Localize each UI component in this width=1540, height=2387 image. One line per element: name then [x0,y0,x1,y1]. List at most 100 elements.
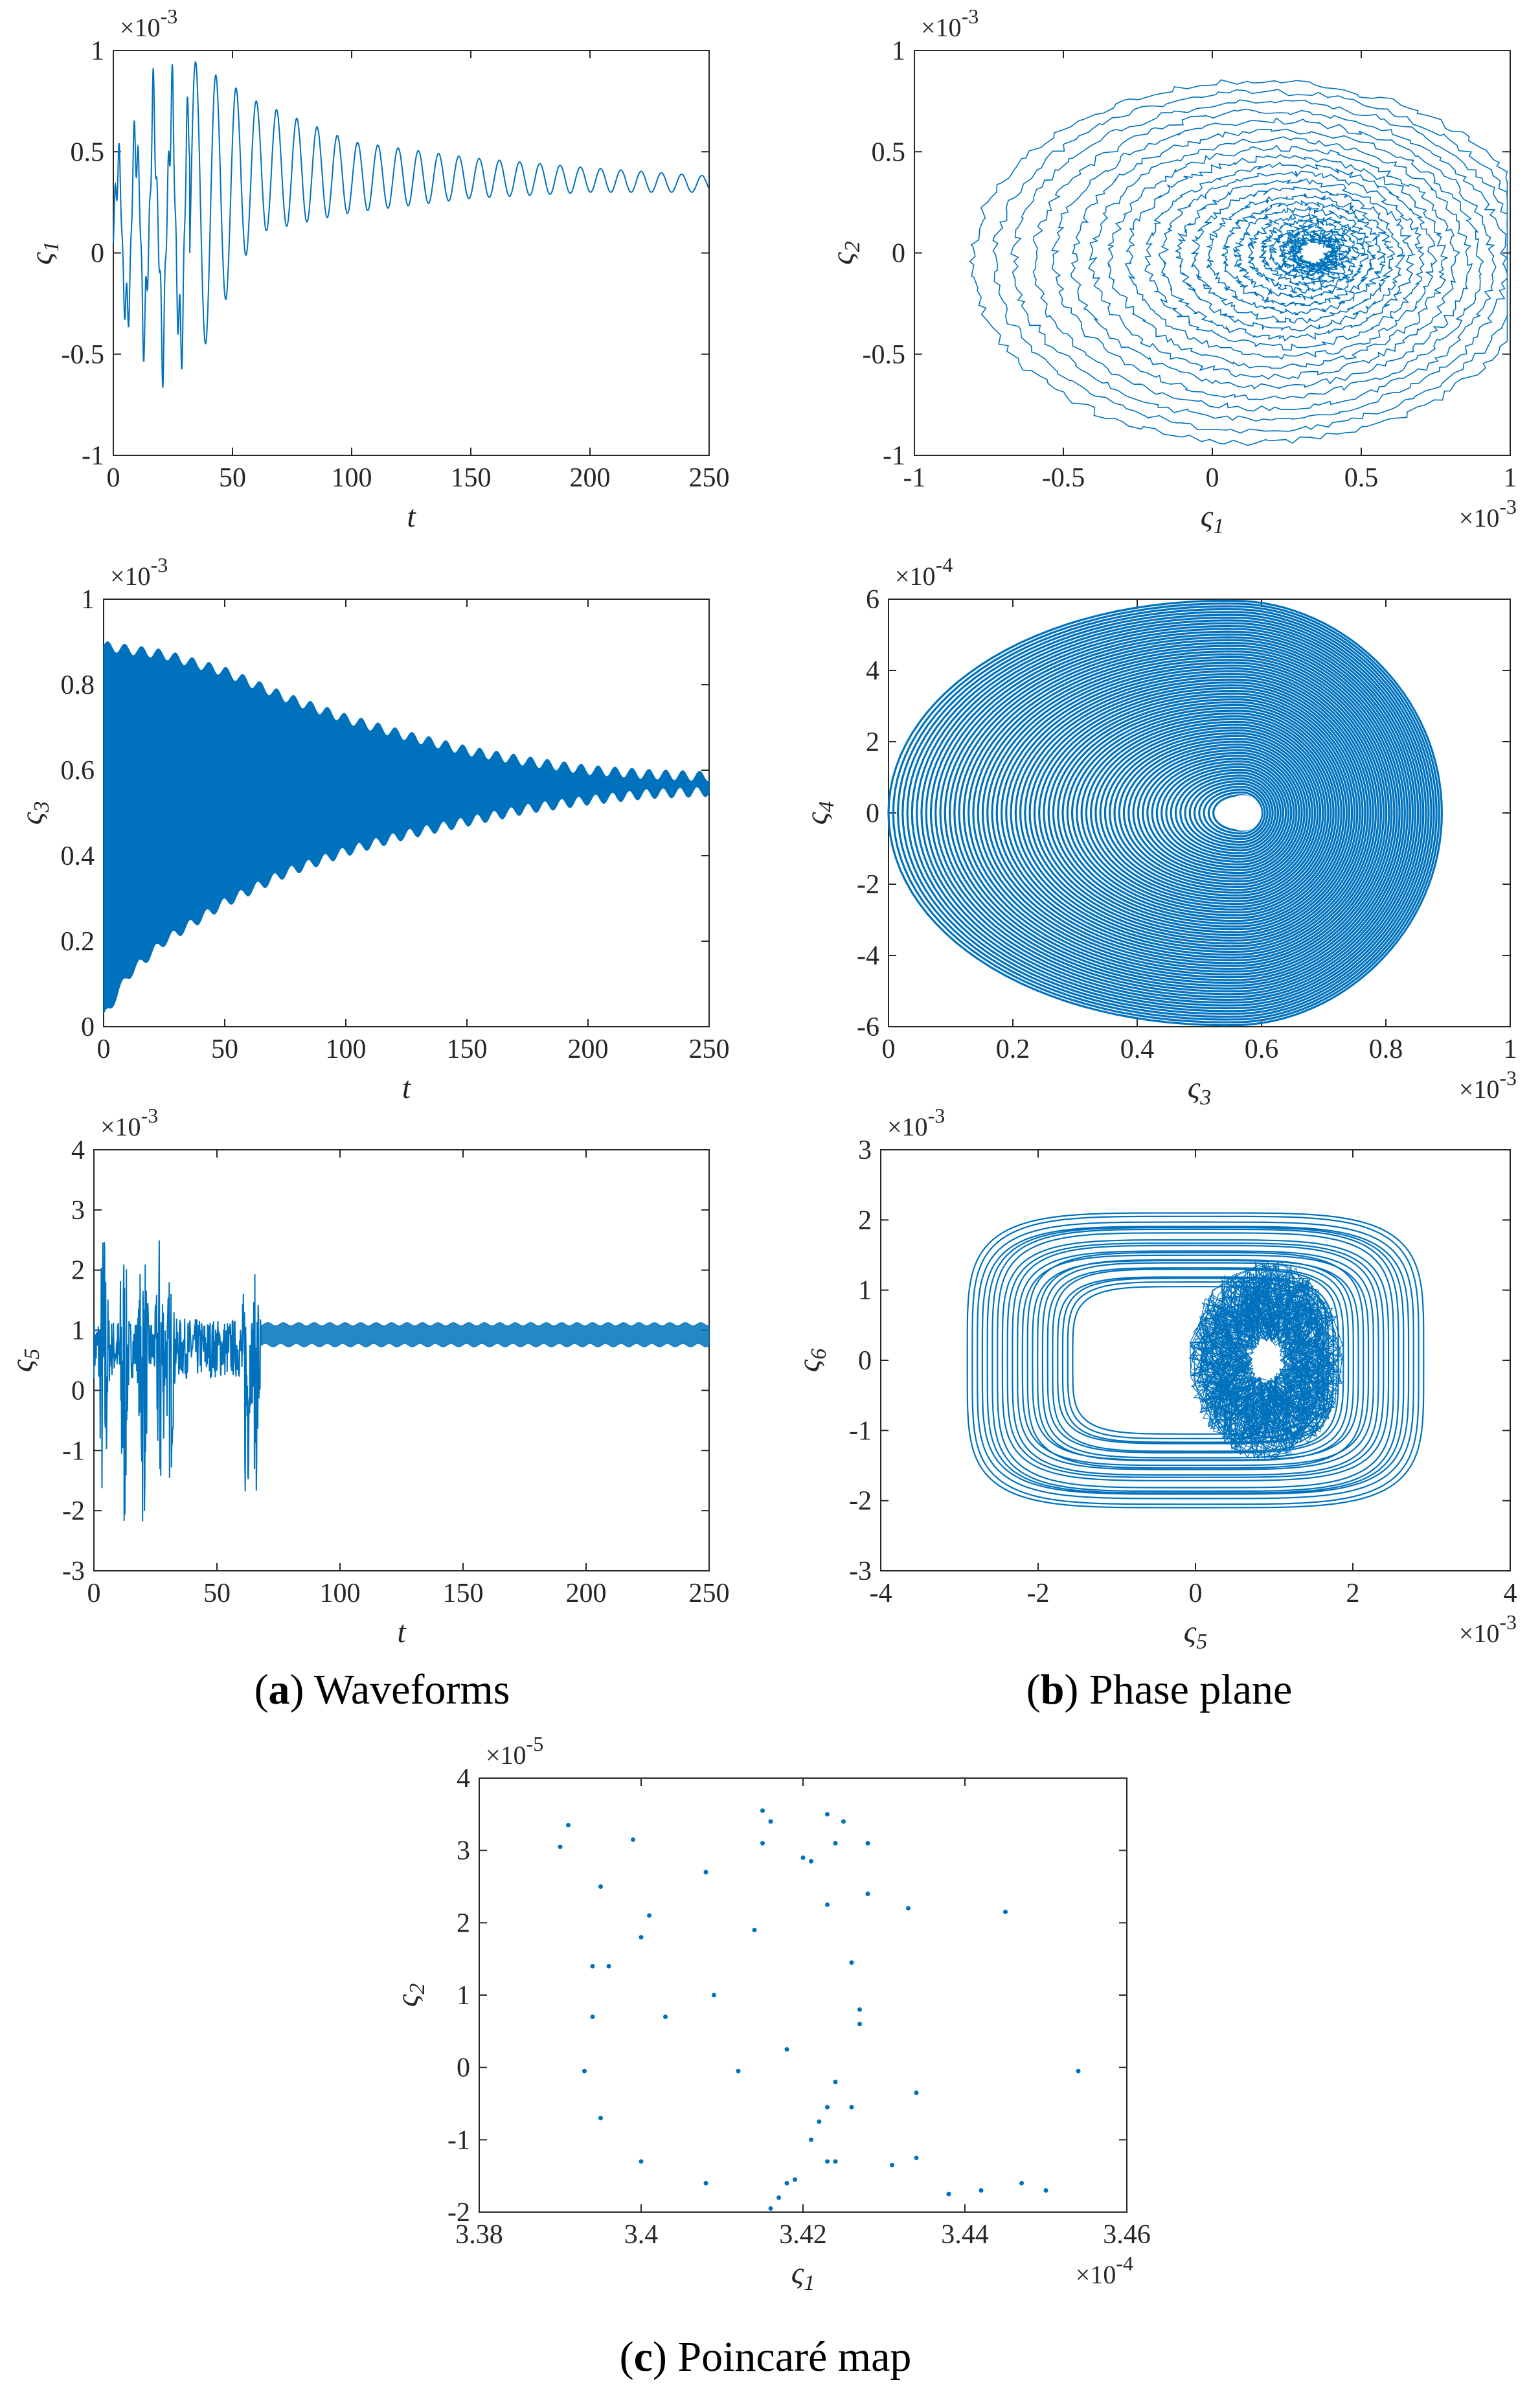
scatter-point [800,1855,806,1860]
x-axis-label: ς1 [791,2256,815,2295]
x-tick-label: 0.6 [1245,1034,1279,1064]
series-inner-tangle [1188,1260,1344,1461]
scatter-point [865,1891,870,1897]
y-tick-label: 2 [71,1256,85,1286]
y-tick-label: -1 [82,441,104,471]
scatter-point [914,2090,919,2096]
scatter-point [825,1812,830,1817]
scatter-point [598,1884,603,1889]
scatter-point [793,2177,797,2182]
x-tick-label: 3.42 [779,2220,827,2250]
x-exponent-label: ×10-3 [1459,1610,1517,1648]
x-tick-label: 0.5 [1344,463,1379,493]
x-tick-label: 50 [211,1034,238,1064]
y-tick-label: -6 [857,1012,879,1042]
y-tick-label: -2 [447,2198,470,2228]
scatter-point [703,1869,708,1875]
scatter-point [809,2137,813,2142]
scatter-point [1019,2180,1024,2186]
y-tick-label: 6 [866,585,879,615]
x-axis-label: ς1 [1201,499,1224,538]
scatter-point [857,2022,862,2027]
scatter-point [906,1906,911,1911]
scatter-point [825,2105,830,2110]
scatter-point [865,1841,870,1845]
y-tick-label: 3 [71,1196,85,1226]
x-tick-label: 250 [689,1034,730,1064]
scatter-point [768,2206,773,2211]
y-tick-label: 0 [457,2053,470,2083]
chart-wave1: 0 50 100 150 200 250 -1 -0.5 0 0.5 1 t ς1 ×10-3 [25,5,730,534]
y-tick-label: 1 [71,1316,85,1346]
y-tick-label: 4 [866,656,879,686]
x-tick-label: -1 [903,463,926,493]
x-tick-label: 150 [447,1034,488,1064]
scatter-point [946,2191,951,2197]
x-exponent-label: ×10-3 [1459,1066,1517,1104]
x-tick-label: 100 [320,1579,361,1608]
x-axis-label: ς3 [1188,1071,1211,1110]
y-tick-label: -2 [62,1496,85,1526]
x-axis-label: t [402,1071,412,1105]
scatter-point [558,1844,563,1849]
scatter-point [598,2116,603,2121]
x-tick-label: 200 [568,1034,609,1064]
y-tick-label: -1 [883,441,905,471]
scatter-point [784,2047,789,2052]
caption-a: (a) Waveforms [255,1666,510,1713]
y-exponent-label: ×10-3 [110,553,168,591]
scatter-point [833,1841,838,1845]
x-tick-label: 200 [566,1579,607,1608]
y-tick-label: -1 [849,1416,872,1446]
y-tick-label: 1 [892,36,905,66]
x-axis-label: t [397,1615,407,1649]
scatter-point [841,1819,846,1824]
scatter-point [890,2162,894,2167]
scatter-point [760,1808,765,1813]
x-tick-label: 250 [689,463,730,493]
scatter-point [703,2180,708,2186]
y-tick-label: -1 [62,1436,85,1466]
series-trajectory [969,79,1508,446]
x-tick-label: 150 [451,463,492,493]
x-tick-label: 0 [1189,1579,1203,1608]
y-tick-label: 0.2 [61,927,95,957]
y-axis-label: ς6 [792,1349,831,1372]
x-tick-label: -4 [870,1579,892,1608]
x-tick-label: 100 [332,463,372,493]
x-exponent-label: ×10-3 [1459,495,1517,532]
x-tick-label: 1 [1504,463,1517,493]
x-tick-label: 3.46 [1103,2220,1151,2250]
y-tick-label: 4 [71,1136,85,1165]
y-tick-label: 0 [71,1376,85,1406]
y-axis-label: ς2 [391,1983,429,2007]
chart-phase34: 0 0.2 0.4 0.6 0.8 1 -6 -4 -2 0 2 4 6 ς3 ς4 ×10-4 ×10-3 [800,553,1517,1110]
y-tick-label: 1 [457,1981,470,2011]
chart-poincare: 3.38 3.4 3.42 3.44 3.46 -2 -1 0 1 2 3 4 ς1 ς2 ×10-5 ×10… [391,1732,1151,2295]
y-tick-label: 3 [858,1136,872,1165]
scatter-point [639,2159,644,2164]
y-axis-label: ς5 [5,1349,44,1372]
scatter-point [582,2068,587,2073]
x-tick-label: 0 [107,463,120,493]
y-tick-label: 1 [81,585,95,615]
x-axis-label: ς5 [1184,1615,1207,1654]
y-tick-label: -2 [849,1487,872,1516]
chart-wave5: 0 50 100 150 200 250 -3 -2 -1 0 1 2 3 4 t ς5 ×10-3 [5,1104,730,1649]
scatter-point [857,2007,862,2012]
scatter-point [825,2159,830,2164]
scatter-point [768,1819,773,1824]
series-settled-band [260,1321,710,1348]
y-tick-label: 4 [457,1764,470,1794]
scatter-point [663,2015,668,2019]
series-trajectory [887,599,1443,1027]
y-tick-label: 2 [457,1908,470,1938]
y-tick-label: 1 [858,1276,872,1306]
scatter-point [566,1823,571,1828]
y-tick-label: 0.5 [71,137,105,167]
chart-phase12: -1 -0.5 0 0.5 1 -1 -0.5 0 0.5 1 ς1 ς2 ×10-3 ×10-3 [826,5,1517,538]
series-line [113,60,710,388]
x-tick-label: 3.38 [455,2220,503,2250]
x-tick-label: 150 [443,1579,484,1608]
